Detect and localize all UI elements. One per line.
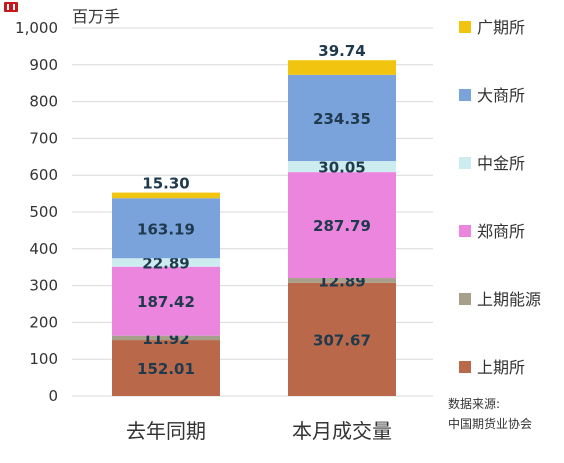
- y-tick-label: 400: [29, 240, 58, 258]
- legend-swatch: [459, 21, 471, 33]
- y-tick-label: 800: [29, 93, 58, 111]
- y-tick-label: 500: [29, 203, 58, 221]
- bar-segment: [288, 172, 396, 279]
- data-label: 187.42: [137, 293, 195, 311]
- bar-segment: [112, 335, 220, 341]
- bar-segment: [112, 266, 220, 336]
- bar-segment: [112, 258, 220, 267]
- legend-swatch: [459, 361, 471, 373]
- data-label: 30.05: [318, 159, 365, 177]
- data-label: 15.30: [142, 175, 189, 193]
- y-tick-label: 100: [29, 350, 58, 368]
- y-tick-label: 0: [48, 387, 58, 405]
- data-label: 287.79: [313, 217, 371, 235]
- legend-swatch: [459, 89, 471, 101]
- bar-segment: [288, 278, 396, 283]
- legend-label: 中金所: [477, 154, 525, 173]
- y-tick-label: 900: [29, 56, 58, 74]
- bar-segment: [112, 340, 220, 396]
- y-tick-label: 300: [29, 277, 58, 295]
- legend-label: 大商所: [477, 86, 525, 105]
- bar-segment: [112, 192, 220, 199]
- data-label: 152.01: [137, 360, 195, 378]
- y-tick-label: 700: [29, 129, 58, 147]
- data-label: 307.67: [313, 331, 371, 349]
- data-label: 22.89: [142, 254, 189, 272]
- bar-segment: [288, 74, 396, 162]
- x-category-label: 去年同期: [126, 419, 206, 443]
- bar-segment: [288, 161, 396, 173]
- bar-segment: [288, 282, 396, 396]
- legend-swatch: [459, 225, 471, 237]
- legend-label: 郑商所: [477, 222, 525, 241]
- y-tick-label: 600: [29, 166, 58, 184]
- data-label: 234.35: [313, 110, 371, 128]
- bar-segment: [112, 198, 220, 259]
- y-tick-label: 1,000: [15, 19, 58, 37]
- y-unit-label: 百万手: [72, 7, 120, 26]
- source-note-line2: 中国期货业协会: [448, 416, 532, 431]
- data-label: 39.74: [318, 42, 365, 60]
- source-note-line1: 数据来源:: [448, 396, 500, 411]
- bar-segment: [288, 60, 396, 75]
- legend-label: 上期所: [477, 358, 525, 377]
- legend-swatch: [459, 157, 471, 169]
- legend-swatch: [459, 293, 471, 305]
- x-category-label: 本月成交量: [292, 419, 392, 443]
- brand-logo-icon: [4, 2, 18, 12]
- data-label: 163.19: [137, 220, 195, 238]
- legend-label: 上期能源: [477, 290, 541, 309]
- y-tick-label: 200: [29, 313, 58, 331]
- legend-label: 广期所: [477, 18, 525, 37]
